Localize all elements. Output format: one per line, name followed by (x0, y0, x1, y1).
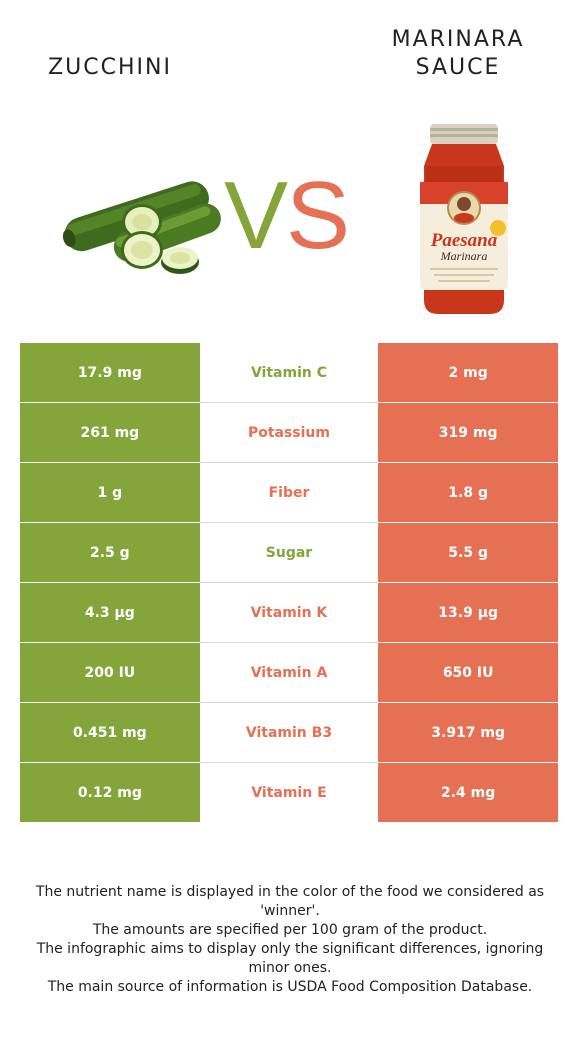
nutrient-name: Vitamin B3 (199, 702, 379, 763)
footer-line: The nutrient name is displayed in the co… (35, 884, 545, 919)
vs-s: S (286, 168, 350, 264)
right-value: 319 mg (378, 402, 558, 463)
right-value: 650 IU (378, 642, 558, 703)
right-value: 2.4 mg (378, 762, 558, 823)
vs-mark: V S (224, 168, 350, 264)
nutrient-name: Vitamin A (199, 642, 379, 703)
right-value: 3.917 mg (378, 702, 558, 763)
nutrient-name: Vitamin C (199, 343, 379, 403)
left-food-name: ZUCCHINI (48, 55, 172, 80)
right-food-title: MARINARA SAUCE (360, 26, 556, 82)
nutrient-name: Fiber (199, 462, 379, 523)
left-value: 200 IU (20, 642, 200, 703)
right-value: 2 mg (378, 343, 558, 403)
left-value: 0.12 mg (20, 762, 200, 823)
left-value: 1 g (20, 462, 200, 523)
footer-line: The infographic aims to display only the… (36, 941, 544, 976)
left-value: 17.9 mg (20, 343, 200, 403)
left-food-title: ZUCCHINI (20, 54, 200, 82)
table-row: 0.12 mg Vitamin E 2.4 mg (20, 762, 558, 823)
table-row: 2.5 g Sugar 5.5 g (20, 522, 558, 583)
nutrient-name: Vitamin E (199, 762, 379, 823)
right-value: 1.8 g (378, 462, 558, 523)
left-value: 2.5 g (20, 522, 200, 583)
left-value: 261 mg (20, 402, 200, 463)
nutrient-name: Vitamin K (199, 582, 379, 643)
table-row: 0.451 mg Vitamin B3 3.917 mg (20, 702, 558, 763)
right-food-name-line2: SAUCE (415, 55, 501, 80)
nutrient-name: Potassium (199, 402, 379, 463)
table-row: 4.3 µg Vitamin K 13.9 µg (20, 582, 558, 643)
marinara-jar-image: Paesana Marinara (420, 124, 508, 314)
table-row: 1 g Fiber 1.8 g (20, 462, 558, 523)
footer-line: The main source of information is USDA F… (47, 979, 533, 995)
table-row: 200 IU Vitamin A 650 IU (20, 642, 558, 703)
right-value: 5.5 g (378, 522, 558, 583)
right-food-name-line1: MARINARA (391, 27, 525, 52)
footer-notes: The nutrient name is displayed in the co… (18, 883, 562, 997)
vs-v: V (224, 168, 288, 264)
left-value: 0.451 mg (20, 702, 200, 763)
table-row: 261 mg Potassium 319 mg (20, 402, 558, 463)
zucchini-image (62, 181, 221, 274)
jar-brand: Paesana (430, 230, 498, 251)
left-value: 4.3 µg (20, 582, 200, 643)
footer-line: The amounts are specified per 100 gram o… (92, 922, 488, 938)
right-value: 13.9 µg (378, 582, 558, 643)
nutrient-name: Sugar (199, 522, 379, 583)
jar-product: Marinara (440, 249, 488, 263)
